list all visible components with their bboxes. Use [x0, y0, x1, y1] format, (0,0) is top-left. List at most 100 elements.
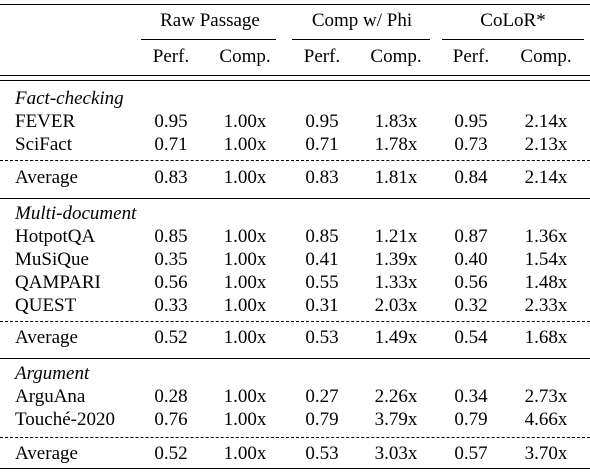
cell: 2.14x	[524, 111, 568, 132]
subheader-perf-color: Perf.	[452, 46, 490, 67]
row-name: Average	[15, 327, 78, 348]
cell: 2.33x	[524, 295, 568, 316]
cell: 0.84	[454, 167, 488, 188]
cell: 2.73x	[524, 386, 568, 407]
cell: 1.00x	[223, 386, 267, 407]
bottom-rule	[0, 468, 590, 469]
section-label: Argument	[15, 363, 90, 384]
cell: 0.53	[305, 327, 339, 348]
cell: 1.33x	[374, 272, 418, 293]
cell: 0.56	[154, 272, 188, 293]
cell: 0.83	[305, 167, 339, 188]
avg-rule-2	[0, 321, 590, 322]
cell: 0.53	[305, 443, 339, 464]
cell: 1.00x	[223, 272, 267, 293]
cell: 0.79	[454, 409, 488, 430]
avg-rule-1	[0, 160, 590, 161]
cell: 0.31	[305, 295, 339, 316]
row-name: HotpotQA	[15, 226, 96, 247]
group-header-comp-phi: Comp w/ Phi	[311, 10, 413, 31]
cell: 1.36x	[524, 226, 568, 247]
cell: 1.49x	[374, 327, 418, 348]
cell: 0.76	[154, 409, 188, 430]
cell: 0.28	[154, 386, 188, 407]
subheader-comp-color: Comp.	[520, 46, 572, 67]
cell: 3.03x	[374, 443, 418, 464]
cell: 1.00x	[223, 167, 267, 188]
row-name: MuSiQue	[15, 249, 89, 270]
cell: 1.00x	[223, 249, 267, 270]
cell: 2.14x	[524, 167, 568, 188]
subheader-comp-raw: Comp.	[219, 46, 271, 67]
cell: 0.79	[305, 409, 339, 430]
cell: 1.00x	[223, 111, 267, 132]
cell: 0.34	[454, 386, 488, 407]
cell: 0.27	[305, 386, 339, 407]
cell: 4.66x	[524, 409, 568, 430]
cell: 0.57	[454, 443, 488, 464]
header-rule-1	[0, 75, 590, 76]
cell: 0.95	[305, 111, 339, 132]
cell: 1.00x	[223, 409, 267, 430]
subheader-comp-phi: Comp.	[370, 46, 422, 67]
row-name: QUEST	[15, 295, 77, 316]
cell: 0.32	[454, 295, 488, 316]
cell: 1.00x	[223, 295, 267, 316]
cell: 1.83x	[374, 111, 418, 132]
cell: 0.41	[305, 249, 339, 270]
group-rule-phi	[292, 39, 430, 40]
cell: 1.00x	[223, 226, 267, 247]
cell: 0.71	[154, 134, 188, 155]
cell: 0.35	[154, 249, 188, 270]
cell: 2.13x	[524, 134, 568, 155]
section-rule-1	[0, 198, 590, 199]
cell: 0.83	[154, 167, 188, 188]
cell: 2.26x	[374, 386, 418, 407]
cell: 0.87	[454, 226, 488, 247]
cell: 1.78x	[374, 134, 418, 155]
cell: 0.52	[154, 443, 188, 464]
cell: 1.00x	[223, 134, 267, 155]
cell: 0.52	[154, 327, 188, 348]
avg-rule-3	[0, 437, 590, 438]
cell: 1.54x	[524, 249, 568, 270]
cell: 1.68x	[524, 327, 568, 348]
cell: 3.70x	[524, 443, 568, 464]
section-label: Fact-checking	[15, 88, 124, 109]
cell: 0.33	[154, 295, 188, 316]
cell: 0.95	[154, 111, 188, 132]
group-header-raw-passage: Raw Passage	[160, 10, 260, 31]
subheader-perf-raw: Perf.	[152, 46, 190, 67]
cell: 1.21x	[374, 226, 418, 247]
row-name: Average	[15, 443, 78, 464]
cell: 0.85	[305, 226, 339, 247]
cell: 1.39x	[374, 249, 418, 270]
row-name: Average	[15, 167, 78, 188]
group-rule-color	[442, 39, 584, 40]
cell: 1.48x	[524, 272, 568, 293]
top-rule	[0, 4, 590, 5]
cell: 0.85	[154, 226, 188, 247]
cell: 3.79x	[374, 409, 418, 430]
row-name: SciFact	[15, 134, 72, 155]
row-name: QAMPARI	[15, 272, 101, 293]
group-header-color: CoLoR*	[480, 10, 546, 31]
cell: 1.00x	[223, 443, 267, 464]
section-rule-2	[0, 358, 590, 359]
cell: 0.55	[305, 272, 339, 293]
cell: 1.00x	[223, 327, 267, 348]
cell: 0.73	[454, 134, 488, 155]
header-rule-2	[0, 80, 590, 81]
cell: 0.56	[454, 272, 488, 293]
group-rule-raw	[141, 39, 276, 40]
cell: 1.81x	[374, 167, 418, 188]
cell: 0.40	[454, 249, 488, 270]
row-name: FEVER	[15, 111, 76, 132]
cell: 0.95	[454, 111, 488, 132]
cell: 0.54	[454, 327, 488, 348]
subheader-perf-phi: Perf.	[303, 46, 341, 67]
cell: 2.03x	[374, 295, 418, 316]
row-name: ArguAna	[15, 386, 86, 407]
cell: 0.71	[305, 134, 339, 155]
